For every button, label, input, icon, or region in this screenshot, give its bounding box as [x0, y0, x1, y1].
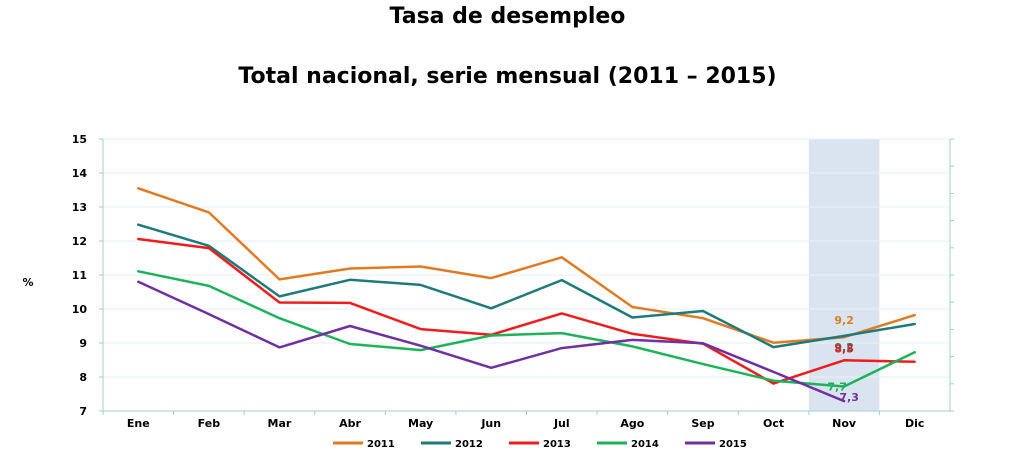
y-tick-label-9: 9 — [79, 337, 87, 350]
x-tick-label-ene: Ene — [127, 417, 150, 430]
x-tick-label-nov: Nov — [832, 417, 857, 430]
x-tick-label-abr: Abr — [339, 417, 361, 430]
x-tick-label-may: May — [408, 417, 433, 430]
series-line-2012 — [137, 223, 916, 349]
chart-title: Tasa de desempleo — [389, 4, 626, 29]
x-tick-label-oct: Oct — [763, 417, 784, 430]
data-label-2014-nov: 7,7 — [827, 381, 847, 394]
x-tick-label-sep: Sep — [691, 417, 714, 430]
legend-label-2015: 2015 — [719, 439, 747, 450]
legend-label-2014: 2014 — [631, 439, 659, 450]
y-tick-label-14: 14 — [72, 167, 88, 180]
data-label-2015-nov: 7,3 — [839, 391, 859, 404]
series-line-2013 — [137, 237, 916, 385]
x-tick-label-dic: Dic — [905, 417, 924, 430]
y-tick-label-10: 10 — [72, 303, 88, 316]
data-label-2013-nov: 8,5 — [834, 342, 854, 355]
x-tick-label-jun: Jun — [480, 417, 501, 430]
data-label-2011-nov: 9,2 — [834, 314, 854, 327]
y-tick-label-12: 12 — [72, 235, 87, 248]
y-tick-label-15: 15 — [72, 133, 87, 146]
data-label-2012-nov: 9,2 — [834, 341, 854, 354]
x-tick-label-ago: Ago — [620, 417, 644, 430]
legend-label-2011: 2011 — [367, 439, 395, 450]
x-tick-label-jul: Jul — [553, 417, 570, 430]
y-tick-label-11: 11 — [72, 269, 87, 282]
y-tick-label-8: 8 — [79, 371, 87, 384]
series-line-2015 — [137, 280, 846, 403]
y-axis-label: % — [22, 276, 33, 289]
series-line-2014 — [137, 270, 916, 388]
chart-subtitle: Total nacional, serie mensual (2011 – 20… — [238, 64, 777, 89]
legend-label-2012: 2012 — [455, 439, 483, 450]
y-tick-label-7: 7 — [79, 405, 87, 418]
series-line-2011 — [137, 187, 916, 344]
y-tick-label-13: 13 — [72, 201, 87, 214]
legend-label-2013: 2013 — [543, 439, 571, 450]
x-tick-label-mar: Mar — [268, 417, 292, 430]
x-tick-label-feb: Feb — [198, 417, 221, 430]
